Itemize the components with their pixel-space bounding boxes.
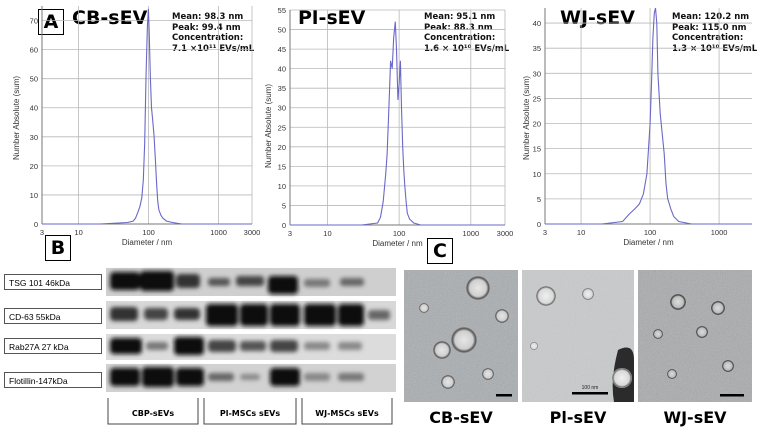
y-tick-label: 0 — [34, 220, 38, 229]
series-line — [545, 7, 752, 225]
tem-image-wj — [638, 270, 752, 402]
y-tick-label: 20 — [278, 143, 286, 152]
y-tick-label: 10 — [30, 191, 38, 200]
mean-label: Mean: — [672, 12, 702, 22]
concentration-label: Concentration: — [672, 33, 744, 43]
chart-title: WJ-sEV — [560, 7, 635, 29]
y-tick-label: 10 — [533, 170, 541, 179]
tem-label: Pl-sEV — [549, 408, 607, 427]
mean-value: 98.3 nm — [204, 12, 244, 22]
series-line — [290, 21, 505, 226]
y-tick-label: 30 — [30, 133, 38, 142]
peak-label: Peak: — [424, 22, 451, 33]
x-tick-label: 1000 — [711, 228, 728, 237]
mean-label: Mean: — [172, 12, 202, 22]
mean-value: 120.2 nm — [704, 12, 750, 22]
x-tick-label: 3000 — [497, 229, 514, 238]
peak-label: Peak: — [172, 22, 199, 33]
concentration-label: Concentration: — [172, 33, 244, 43]
y-tick-label: 35 — [278, 84, 286, 93]
chart-title: CB-sEV — [72, 7, 148, 29]
y-tick-label: 10 — [278, 182, 286, 191]
x-tick-label: 3 — [40, 228, 44, 237]
x-tick-label: 3 — [288, 229, 292, 238]
y-tick-label: 5 — [282, 201, 286, 210]
x-axis-label: Diameter / nm — [372, 239, 423, 248]
mean-value: 95.1 nm — [456, 12, 496, 22]
concentration-label: Concentration: — [424, 33, 496, 43]
protein-label: Flotillin-147kDa — [4, 372, 102, 388]
y-tick-label: 60 — [30, 46, 38, 55]
concentration-value: 7.1 ×10¹¹ EVs/mL — [172, 43, 255, 54]
group-label: CBP-sEVs — [131, 409, 175, 418]
x-tick-label: 100 — [644, 228, 657, 237]
group-label: Pl-MSCs sEVs — [219, 409, 281, 418]
concentration-value: 1.6 × 10¹⁰ EVs/mL — [424, 43, 510, 54]
y-tick-label: 25 — [533, 94, 541, 103]
x-axis-label: Diameter / nm — [122, 238, 173, 247]
peak-value: 99.4 nm — [201, 22, 241, 33]
panel-label-b: B — [45, 235, 71, 261]
nta-chart-svg: 0 10 20 30 40 50 60 70 3 10 100 1000 3000 Diameter / … — [30, 6, 261, 247]
y-tick-label: 20 — [30, 162, 38, 171]
peak-value: 88.3 nm — [453, 22, 493, 33]
y-tick-label: 25 — [278, 123, 286, 132]
tem-image-pl: 100 nm — [522, 270, 634, 402]
nta-chart-svg: 0 5 10 15 20 25 30 35 40 3 10 100 1000 Diameter / nm — [533, 7, 752, 247]
y-tick-label: 55 — [278, 6, 286, 15]
stats-box: Mean: 95.1 nm Peak: 88.3 nm Concentratio… — [424, 12, 509, 54]
tem-label: WJ-sEV — [663, 408, 727, 427]
stats-box: Mean: 98.3 nm Peak: 99.4 nm Concentratio… — [172, 12, 254, 54]
y-tick-label: 70 — [30, 17, 38, 26]
y-tick-label: 30 — [278, 104, 286, 113]
x-axis-label: Diameter / nm — [623, 238, 674, 247]
x-tick-label: 100 — [142, 228, 155, 237]
peak-value: 115.0 nm — [701, 22, 747, 33]
y-tick-label: 45 — [278, 45, 286, 54]
x-tick-label: 1000 — [462, 229, 479, 238]
tem-label: CB-sEV — [429, 408, 493, 427]
series-line — [42, 8, 252, 225]
group-label: WJ-MSCs sEVs — [315, 409, 379, 418]
protein-label: CD-63 55kDa — [4, 308, 102, 324]
chart-title: Pl-sEV — [298, 7, 366, 29]
x-tick-label: 10 — [577, 228, 585, 237]
x-tick-label: 3000 — [244, 228, 261, 237]
y-tick-label: 50 — [30, 75, 38, 84]
mean-label: Mean: — [424, 12, 454, 22]
y-tick-label: 15 — [278, 162, 286, 171]
nta-chart-svg: 0 5 10 15 20 25 30 35 40 45 50 55 3 10 100 1000 3000 Diam… — [278, 6, 514, 248]
protein-label: Rab27A 27 kDa — [4, 338, 102, 354]
x-tick-label: 1000 — [210, 228, 227, 237]
x-tick-label: 3 — [543, 228, 547, 237]
peak-label: Peak: — [672, 22, 699, 33]
group-brackets — [107, 398, 393, 425]
y-tick-label: 40 — [278, 65, 286, 74]
blot-image — [106, 268, 396, 392]
y-tick-label: 40 — [533, 19, 541, 28]
panel-label-c: C — [427, 238, 453, 264]
y-tick-label: 35 — [533, 44, 541, 53]
x-tick-label: 10 — [74, 228, 82, 237]
y-tick-label: 0 — [282, 221, 286, 230]
y-tick-label: 50 — [278, 26, 286, 35]
y-tick-label: 30 — [533, 69, 541, 78]
tem-image-cb — [404, 270, 518, 402]
y-tick-label: 0 — [537, 220, 541, 229]
x-tick-label: 10 — [323, 229, 331, 238]
y-tick-label: 5 — [537, 195, 541, 204]
y-tick-label: 20 — [533, 120, 541, 129]
scale-bar-text: 100 nm — [582, 385, 599, 391]
y-tick-label: 40 — [30, 104, 38, 113]
y-tick-label: 15 — [533, 145, 541, 154]
protein-label: TSG 101 46kDa — [4, 274, 102, 290]
x-tick-label: 100 — [393, 229, 406, 238]
